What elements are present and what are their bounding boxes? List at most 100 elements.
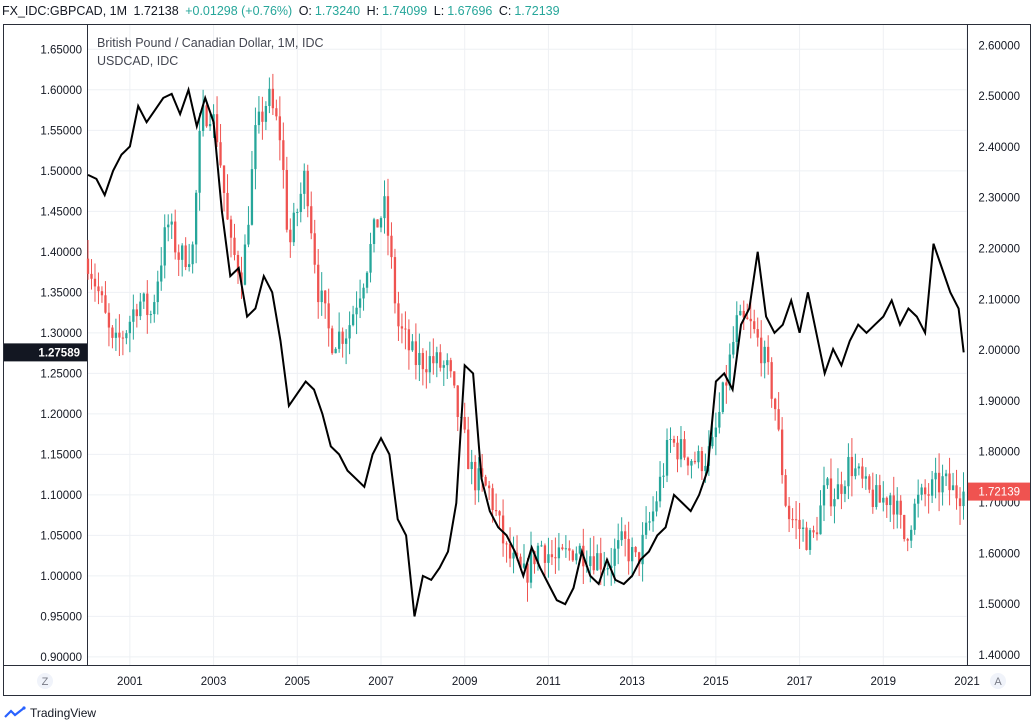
left-tick-label: 1.30000 bbox=[40, 328, 82, 340]
candle-body bbox=[770, 362, 773, 399]
candle-body bbox=[425, 369, 428, 373]
candle-body bbox=[97, 286, 100, 292]
candle-body bbox=[386, 196, 390, 236]
candle-body bbox=[889, 495, 892, 506]
candle-body bbox=[303, 170, 306, 194]
candle-body bbox=[456, 385, 459, 417]
x-tick-label: 2001 bbox=[117, 676, 143, 688]
left-corner-button[interactable]: Z bbox=[37, 673, 53, 689]
candle-body bbox=[376, 219, 379, 228]
right-tick-label: 1.80000 bbox=[978, 447, 1020, 459]
left-current-price: 1.27589 bbox=[38, 347, 80, 359]
candle-body bbox=[693, 460, 697, 463]
x-tick-label: 2009 bbox=[452, 676, 478, 688]
close-label: C: bbox=[498, 4, 512, 18]
candle-body bbox=[383, 196, 386, 219]
x-tick-label: 2019 bbox=[870, 676, 896, 688]
candle-body bbox=[519, 556, 522, 568]
candle-body bbox=[742, 310, 745, 318]
candle-body bbox=[903, 514, 906, 540]
legend-overlay-title[interactable]: USDCAD, IDC bbox=[97, 54, 178, 68]
candle-body bbox=[913, 503, 916, 530]
candle-body bbox=[529, 551, 533, 583]
left-tick-label: 1.45000 bbox=[40, 206, 82, 218]
footer-brand[interactable]: TradingView bbox=[4, 704, 96, 722]
candle-body bbox=[829, 478, 833, 507]
x-tick-label: 2013 bbox=[619, 676, 645, 688]
candle-body bbox=[787, 505, 791, 520]
legend-main-title[interactable]: British Pound / Canadian Dollar, 1M, IDC bbox=[97, 36, 324, 50]
candle-body bbox=[819, 505, 822, 535]
candle-body bbox=[850, 456, 854, 477]
candle-body bbox=[418, 352, 421, 366]
candle-body bbox=[690, 460, 693, 466]
candle-body bbox=[358, 298, 362, 308]
candle-body bbox=[261, 111, 264, 122]
candle-body bbox=[665, 440, 669, 476]
right-corner-button[interactable]: A bbox=[990, 673, 1006, 689]
candle-body bbox=[439, 352, 442, 368]
candle-body bbox=[861, 466, 864, 479]
left-tick-label: 1.65000 bbox=[40, 44, 82, 56]
candle-body bbox=[735, 315, 738, 342]
open-label: O: bbox=[298, 4, 312, 18]
candle-body bbox=[927, 494, 930, 496]
left-tick-label: 1.40000 bbox=[40, 247, 82, 259]
candle-body bbox=[428, 356, 431, 373]
candle-body bbox=[801, 527, 805, 530]
left-tick-label: 0.90000 bbox=[40, 652, 82, 664]
candle-body bbox=[711, 437, 714, 447]
candle-body bbox=[917, 494, 920, 504]
candle-body bbox=[481, 468, 484, 477]
candle-body bbox=[219, 142, 222, 166]
candle-body bbox=[442, 365, 445, 368]
candle-body bbox=[132, 309, 135, 322]
candle-body bbox=[760, 337, 763, 364]
candle-body bbox=[379, 218, 383, 228]
candle-body bbox=[655, 501, 658, 512]
candle-body bbox=[467, 429, 470, 469]
candle-body bbox=[648, 521, 651, 523]
x-tick-label: 2011 bbox=[536, 676, 561, 688]
candle-body bbox=[299, 193, 302, 213]
candle-body bbox=[174, 221, 177, 253]
left-tick-label: 1.10000 bbox=[40, 490, 82, 502]
left-tick-label: 1.60000 bbox=[40, 85, 82, 97]
candle-body bbox=[327, 303, 330, 329]
candle-body bbox=[289, 229, 292, 243]
candle-body bbox=[958, 498, 962, 507]
candle-body bbox=[341, 331, 344, 344]
right-price-axis[interactable]: 2.60000 2.50000 2.40000 2.30000 2.20000 2.100… bbox=[978, 40, 1020, 662]
candle-body bbox=[107, 312, 111, 328]
candle-body bbox=[875, 485, 878, 507]
candle-body bbox=[840, 484, 843, 494]
candle-body bbox=[756, 329, 759, 338]
time-axis[interactable]: 2001 2003 2005 2007 2009 2011 2013 2015 2017 2019… bbox=[117, 676, 980, 688]
candle-body bbox=[700, 451, 704, 472]
candle-body bbox=[310, 206, 313, 234]
left-tick-label: 0.95000 bbox=[40, 611, 82, 623]
candle-body bbox=[564, 548, 568, 550]
candle-body bbox=[501, 515, 505, 544]
x-tick-label: 2021 bbox=[954, 676, 980, 688]
candle-body bbox=[236, 254, 240, 273]
right-tick-label: 2.10000 bbox=[978, 294, 1020, 306]
symbol-name[interactable]: FX_IDC:GBPCAD, 1M bbox=[2, 4, 128, 18]
candle-body bbox=[201, 105, 205, 131]
candle-body bbox=[125, 333, 128, 339]
candle-body bbox=[128, 321, 132, 334]
candle-body bbox=[477, 468, 480, 491]
candle-body bbox=[463, 416, 466, 430]
right-tick-label: 1.40000 bbox=[978, 650, 1020, 662]
last-price: 1.72138 bbox=[133, 4, 179, 18]
candle-body bbox=[610, 565, 613, 569]
left-tick-label: 1.50000 bbox=[40, 166, 82, 178]
high-label: H: bbox=[366, 4, 380, 18]
candle-body bbox=[215, 114, 219, 143]
left-price-axis[interactable]: 1.65000 1.60000 1.55000 1.50000 1.45000 1.400… bbox=[40, 44, 82, 664]
x-tick-label: 2007 bbox=[368, 676, 394, 688]
candle-body bbox=[630, 547, 634, 562]
candle-body bbox=[822, 485, 826, 506]
candle-body bbox=[686, 457, 690, 466]
